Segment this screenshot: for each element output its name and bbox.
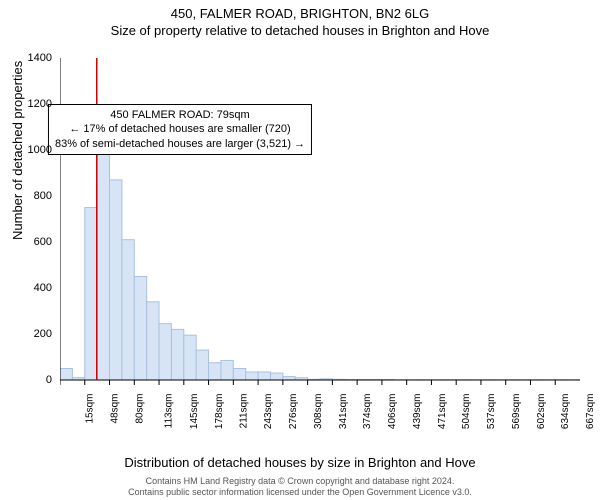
y-tick-label: 600 [34, 236, 52, 248]
histogram-bar [134, 277, 146, 381]
x-tick-label: 667sqm [585, 394, 596, 430]
footer-line2: Contains public sector information licen… [128, 487, 472, 497]
x-tick-label: 471sqm [437, 394, 448, 430]
chart-title: 450, FALMER ROAD, BRIGHTON, BN2 6LG [0, 0, 600, 21]
y-tick-label: 1000 [28, 144, 52, 156]
y-tick-label: 400 [34, 282, 52, 294]
x-tick-label: 178sqm [214, 394, 225, 430]
x-tick-label: 211sqm [238, 394, 249, 429]
x-tick-label: 634sqm [561, 394, 572, 430]
histogram-bar [122, 240, 134, 380]
callout-box: 450 FALMER ROAD: 79sqm ← 17% of detached… [48, 104, 312, 155]
x-tick-label: 308sqm [313, 394, 324, 430]
histogram-bar [270, 373, 282, 380]
footer-line1: Contains HM Land Registry data © Crown c… [146, 476, 455, 486]
histogram-bar [221, 360, 233, 380]
x-tick-label: 276sqm [288, 394, 299, 430]
y-tick-label: 0 [46, 374, 52, 386]
histogram-bar [171, 329, 183, 380]
x-tick-label: 504sqm [462, 394, 473, 430]
callout-line2: ← 17% of detached houses are smaller (72… [55, 122, 305, 136]
histogram-bar [246, 372, 258, 380]
histogram-bar [233, 369, 245, 381]
x-tick-label: 439sqm [412, 394, 423, 430]
x-tick-label: 341sqm [338, 394, 349, 430]
histogram-bar [60, 369, 72, 381]
x-tick-label: 145sqm [189, 394, 200, 430]
histogram-bar [184, 335, 196, 380]
y-tick-label: 200 [34, 328, 52, 340]
x-tick-label: 48sqm [109, 394, 120, 424]
x-tick-label: 80sqm [134, 394, 145, 424]
x-tick-label: 569sqm [511, 394, 522, 430]
histogram-bar [283, 377, 295, 380]
histogram-bar [209, 363, 221, 380]
y-tick-label: 1400 [28, 52, 52, 64]
callout-line1: 450 FALMER ROAD: 79sqm [55, 108, 305, 122]
x-tick-label: 113sqm [164, 394, 175, 429]
histogram-bar [85, 208, 97, 381]
chart-subtitle: Size of property relative to detached ho… [0, 21, 600, 38]
x-tick-label: 602sqm [536, 394, 547, 430]
callout-line3: 83% of semi-detached houses are larger (… [55, 137, 305, 151]
x-tick-label: 374sqm [362, 394, 373, 430]
x-tick-label: 406sqm [387, 394, 398, 430]
plot-area: 450 FALMER ROAD: 79sqm ← 17% of detached… [60, 50, 580, 430]
histogram-bar [159, 324, 171, 380]
footer-attribution: Contains HM Land Registry data © Crown c… [0, 476, 600, 499]
histogram-bar [196, 350, 208, 380]
histogram-bar [147, 302, 159, 380]
histogram-bar [258, 372, 270, 380]
histogram-bar [110, 180, 122, 380]
y-axis-label: Number of detached properties [10, 61, 25, 240]
y-tick-label: 1200 [28, 98, 52, 110]
y-tick-label: 800 [34, 190, 52, 202]
x-tick-label: 243sqm [263, 394, 274, 430]
histogram-bar [97, 129, 109, 380]
x-tick-label: 15sqm [85, 394, 96, 424]
x-tick-label: 537sqm [486, 394, 497, 430]
x-axis-label: Distribution of detached houses by size … [0, 455, 600, 470]
